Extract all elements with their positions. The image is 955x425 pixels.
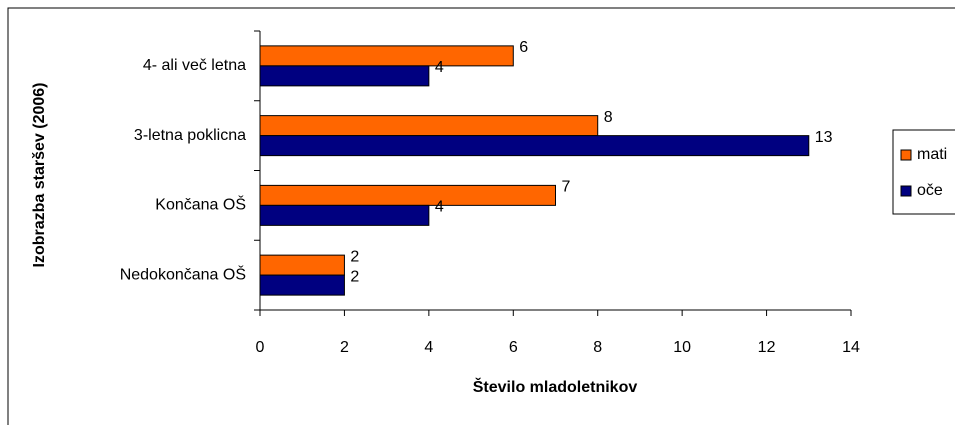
data-label: 4 [435,199,444,216]
legend-swatch [900,185,912,197]
y-tick-label: 4- ali več letna [143,57,246,74]
x-tick-label: 12 [758,339,776,356]
legend-label: oče [917,182,943,199]
y-tick-label: Končana OŠ [155,195,246,214]
x-tick-label: 14 [842,339,860,356]
legend-box [892,129,955,215]
legend-swatch [900,149,912,161]
x-tick-label: 0 [256,339,265,356]
x-tick-label: 8 [593,339,602,356]
bar [259,45,514,67]
x-tick-label: 2 [340,339,349,356]
bar [259,135,810,157]
bar [259,115,599,137]
bar [259,274,345,296]
bar [259,65,430,87]
data-label: 2 [350,248,359,265]
legend-label: mati [917,146,947,163]
bar [259,184,556,206]
chart-border [7,7,955,425]
x-tick-label: 4 [424,339,433,356]
data-label: 4 [435,59,444,76]
x-tick-label: 10 [673,339,691,356]
y-tick-label: Nedokončana OŠ [120,264,246,283]
bar [259,254,345,276]
data-label: 8 [604,109,613,126]
y-tick-label: 3-letna poklicna [134,127,246,144]
data-label: 6 [519,39,528,56]
data-label: 7 [562,179,571,196]
y-axis-label: Izobrazba staršev (2006) [31,83,48,268]
bar [259,204,430,226]
x-axis-label: Število mladoletnikov [473,377,638,396]
x-tick-label: 6 [509,339,518,356]
data-label: 13 [815,129,833,146]
data-label: 2 [350,268,359,285]
